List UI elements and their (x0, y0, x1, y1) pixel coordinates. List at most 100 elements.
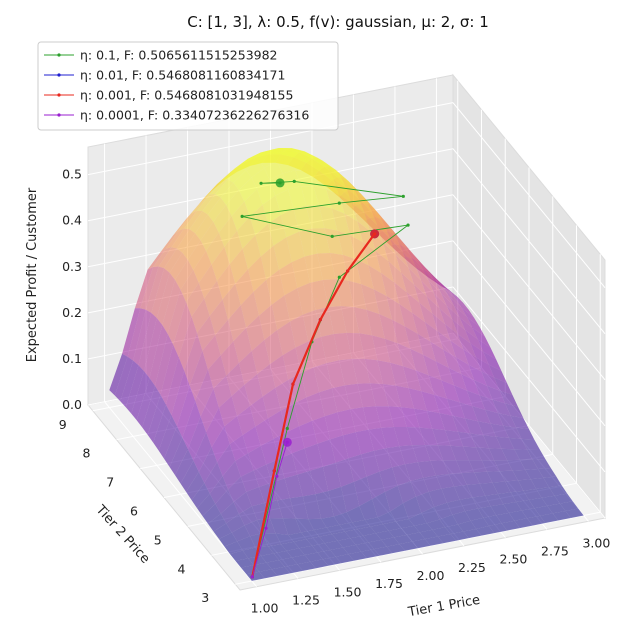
surface-patch (474, 380, 493, 400)
surface-patch (352, 358, 371, 384)
surface-patch (290, 314, 309, 348)
surface-patch (220, 502, 239, 524)
surface-patch (311, 416, 331, 444)
surface-patch (218, 216, 237, 247)
surface-patch (357, 221, 376, 252)
surface-patch (457, 334, 476, 358)
surface-patch (331, 385, 351, 413)
surface-patch (377, 360, 396, 386)
surface-patch (423, 475, 442, 492)
surface-patch (251, 339, 270, 375)
surface-patch (173, 213, 192, 236)
surface-patch (361, 450, 380, 477)
surface-patch (153, 404, 172, 451)
surface-patch (421, 391, 440, 414)
surface-patch (206, 232, 225, 265)
legend-marker (57, 73, 61, 77)
profit-surface (109, 148, 584, 581)
surface-patch (501, 448, 520, 461)
surface-patch (184, 333, 203, 386)
surface-patch (282, 347, 301, 380)
surface-patch (381, 427, 400, 449)
surface-patch (175, 449, 194, 484)
surface-patch (169, 437, 188, 476)
surface-patch (466, 390, 486, 410)
surface-patch (228, 476, 247, 502)
surface-patch (291, 555, 311, 565)
surface-patch (492, 399, 511, 416)
surface-patch (306, 536, 325, 546)
surface-patch (443, 460, 462, 474)
surface-patch (233, 170, 252, 191)
z-tick-label: 0.5 (62, 167, 82, 182)
surface-patch (363, 533, 382, 543)
surface-patch (167, 289, 186, 345)
surface-patch (258, 154, 278, 168)
x-tick-label: 2.75 (541, 543, 569, 558)
surface-patch (227, 167, 247, 183)
surface-patch (229, 248, 248, 284)
surface-patch (475, 357, 495, 378)
surface-patch (470, 517, 489, 529)
surface-patch (171, 370, 190, 427)
trajectory-point (401, 194, 405, 198)
surface-patch (169, 252, 188, 280)
surface-patch (264, 330, 283, 365)
surface-patch (165, 228, 185, 249)
surface-patch (386, 296, 405, 327)
surface-patch (401, 525, 420, 535)
surface-patch (282, 518, 301, 535)
surface-patch (339, 358, 358, 386)
surface-patch (361, 284, 380, 315)
surface-patch (474, 471, 493, 484)
surface-patch (381, 537, 400, 547)
surface-patch (450, 531, 469, 541)
surface-patch (488, 523, 508, 534)
surface-patch (494, 377, 513, 395)
surface-patch (432, 428, 451, 446)
surface-patch (383, 521, 402, 531)
tick-labels: 1.00 1.25 1.50 1.75 2.00 2.25 2.50 2.75 3.00 34 5 6… (59, 167, 611, 616)
surface-patch (209, 476, 228, 504)
surface-patch (430, 341, 449, 368)
surface-patch (231, 384, 250, 416)
chart-title: C: [1, 3], λ: 0.5, f(v): gaussian, μ: 2,… (187, 13, 489, 31)
surface-patch (222, 283, 241, 320)
surface-patch (350, 407, 369, 433)
surface-patch (220, 341, 239, 376)
surface-patch (293, 539, 312, 549)
surface-patch (151, 268, 170, 318)
surface-patch (125, 365, 144, 414)
surface-patch (527, 515, 546, 526)
surface-patch (237, 536, 256, 551)
surface-patch (253, 464, 272, 487)
surface-patch (446, 499, 466, 515)
surface-patch (479, 395, 498, 413)
surface-patch (304, 253, 323, 283)
surface-patch (248, 445, 267, 471)
surface-patch (226, 363, 245, 397)
surface-patch (359, 333, 378, 361)
surface-patch (371, 211, 391, 239)
surface-patch (191, 483, 210, 509)
surface-patch (477, 421, 496, 437)
surface-patch (244, 520, 263, 537)
surface-patch (222, 460, 241, 490)
surface-patch (350, 535, 369, 545)
surface-patch (219, 532, 238, 547)
surface-patch (155, 333, 174, 395)
surface-patch (288, 373, 307, 404)
surface-patch (238, 177, 258, 202)
surface-patch (423, 269, 442, 294)
surface-patch (430, 460, 449, 476)
surface-patch (472, 406, 491, 424)
surface-patch (357, 383, 376, 408)
surface-patch (233, 491, 252, 514)
surface-patch (424, 267, 443, 288)
surface-patch (454, 484, 473, 500)
grid-line-z (452, 194, 606, 381)
surface-patch (109, 353, 128, 396)
grid-line-z (452, 240, 606, 427)
surface-patch (373, 208, 392, 230)
surface-patch (539, 513, 559, 523)
